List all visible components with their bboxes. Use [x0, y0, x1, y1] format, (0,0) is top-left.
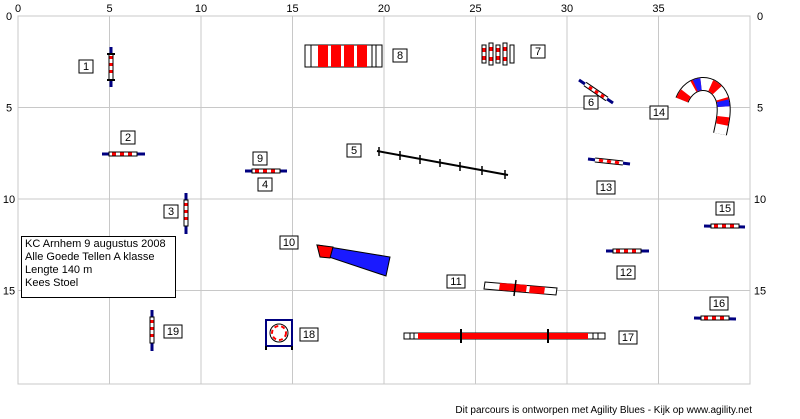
obstacle-18-tire[interactable] — [265, 319, 293, 350]
obstacle-15-jump[interactable] — [703, 223, 746, 229]
svg-text:3: 3 — [168, 206, 174, 218]
obstacle-6-jump[interactable] — [578, 78, 614, 105]
x-tick-label: 25 — [469, 3, 481, 15]
svg-text:1: 1 — [83, 61, 89, 73]
svg-text:15: 15 — [719, 203, 731, 215]
number-label-17: 17 — [618, 330, 638, 345]
obstacle-14-tunnel[interactable] — [675, 77, 731, 136]
svg-text:19: 19 — [167, 326, 179, 338]
info-class: Alle Goede Tellen A klasse — [25, 251, 155, 263]
svg-text:12: 12 — [620, 267, 632, 279]
course-info-box: KC Arnhem 9 augustus 2008 Alle Goede Tel… — [21, 236, 176, 298]
number-label-9: 9 — [252, 151, 268, 166]
obstacle-12-jump[interactable] — [606, 248, 649, 254]
svg-text:11: 11 — [450, 276, 461, 288]
svg-text:7: 7 — [535, 46, 541, 58]
number-label-2: 2 — [120, 130, 136, 145]
number-label-1: 1 — [78, 59, 94, 74]
svg-text:8: 8 — [397, 50, 403, 62]
obstacle-3-jump[interactable] — [183, 193, 189, 234]
obstacle-16-jump[interactable] — [693, 315, 737, 321]
number-label-3: 3 — [163, 204, 179, 219]
y-tick-label-right: 0 — [757, 11, 763, 23]
y-tick-label-right: 10 — [754, 194, 766, 206]
x-tick-label: 5 — [106, 3, 112, 15]
x-tick-label: 15 — [286, 3, 298, 15]
number-label-10: 10 — [279, 235, 299, 250]
number-label-12: 12 — [616, 265, 636, 280]
svg-text:6: 6 — [588, 97, 594, 109]
obstacle-2-jump[interactable] — [102, 151, 145, 157]
number-label-6: 6 — [583, 95, 599, 110]
y-tick-label-right: 15 — [754, 286, 766, 298]
number-label-14: 14 — [649, 105, 669, 120]
x-tick-label: 0 — [15, 3, 21, 15]
x-tick-label: 10 — [195, 3, 207, 15]
x-tick-label: 35 — [652, 3, 664, 15]
number-label-13: 13 — [596, 180, 616, 195]
y-tick-label-left: 15 — [3, 286, 15, 298]
info-length: Lengte 140 m — [25, 264, 93, 276]
number-label-11: 11 — [446, 274, 466, 289]
obstacle-1-jump[interactable] — [107, 47, 115, 87]
y-tick-label-left: 10 — [3, 194, 15, 206]
svg-text:16: 16 — [713, 298, 725, 310]
number-label-7: 7 — [530, 44, 546, 59]
svg-text:2: 2 — [125, 132, 131, 144]
info-club-date: KC Arnhem 9 augustus 2008 — [25, 238, 166, 250]
number-label-19: 19 — [163, 324, 183, 339]
obstacle-9-jump[interactable] — [245, 168, 287, 174]
svg-text:17: 17 — [622, 332, 634, 344]
obstacle-8-tunnel[interactable] — [304, 44, 383, 68]
obstacle-13-jump[interactable] — [587, 157, 631, 166]
number-label-18: 18 — [299, 327, 319, 342]
svg-text:13: 13 — [600, 182, 612, 194]
footer-credit: Dit parcours is ontworpen met Agility Bl… — [455, 405, 752, 416]
svg-text:4: 4 — [262, 179, 268, 191]
svg-text:5: 5 — [351, 145, 357, 157]
number-label-5: 5 — [346, 143, 362, 158]
obstacle-17-dogwalk[interactable] — [403, 329, 606, 343]
number-label-16: 16 — [709, 296, 729, 311]
number-label-15: 15 — [715, 201, 735, 216]
obstacle-5-dogwalk[interactable] — [376, 147, 509, 179]
obstacle-10-chute[interactable] — [316, 244, 391, 277]
obstacle-19-jump[interactable] — [149, 310, 155, 351]
y-tick-label-left: 0 — [6, 11, 12, 23]
obstacle-11-seesaw[interactable] — [483, 279, 558, 297]
y-tick-label-right: 5 — [757, 103, 763, 115]
svg-text:9: 9 — [257, 153, 263, 165]
number-label-8: 8 — [392, 48, 408, 63]
x-tick-label: 20 — [378, 3, 390, 15]
number-label-4: 4 — [257, 177, 273, 192]
svg-text:18: 18 — [303, 329, 315, 341]
y-tick-label-left: 5 — [6, 103, 12, 115]
svg-text:10: 10 — [283, 237, 295, 249]
info-judge: Kees Stoel — [25, 277, 79, 289]
svg-text:14: 14 — [653, 107, 665, 119]
obstacle-7-weave[interactable] — [481, 42, 515, 66]
x-tick-label: 30 — [561, 3, 573, 15]
